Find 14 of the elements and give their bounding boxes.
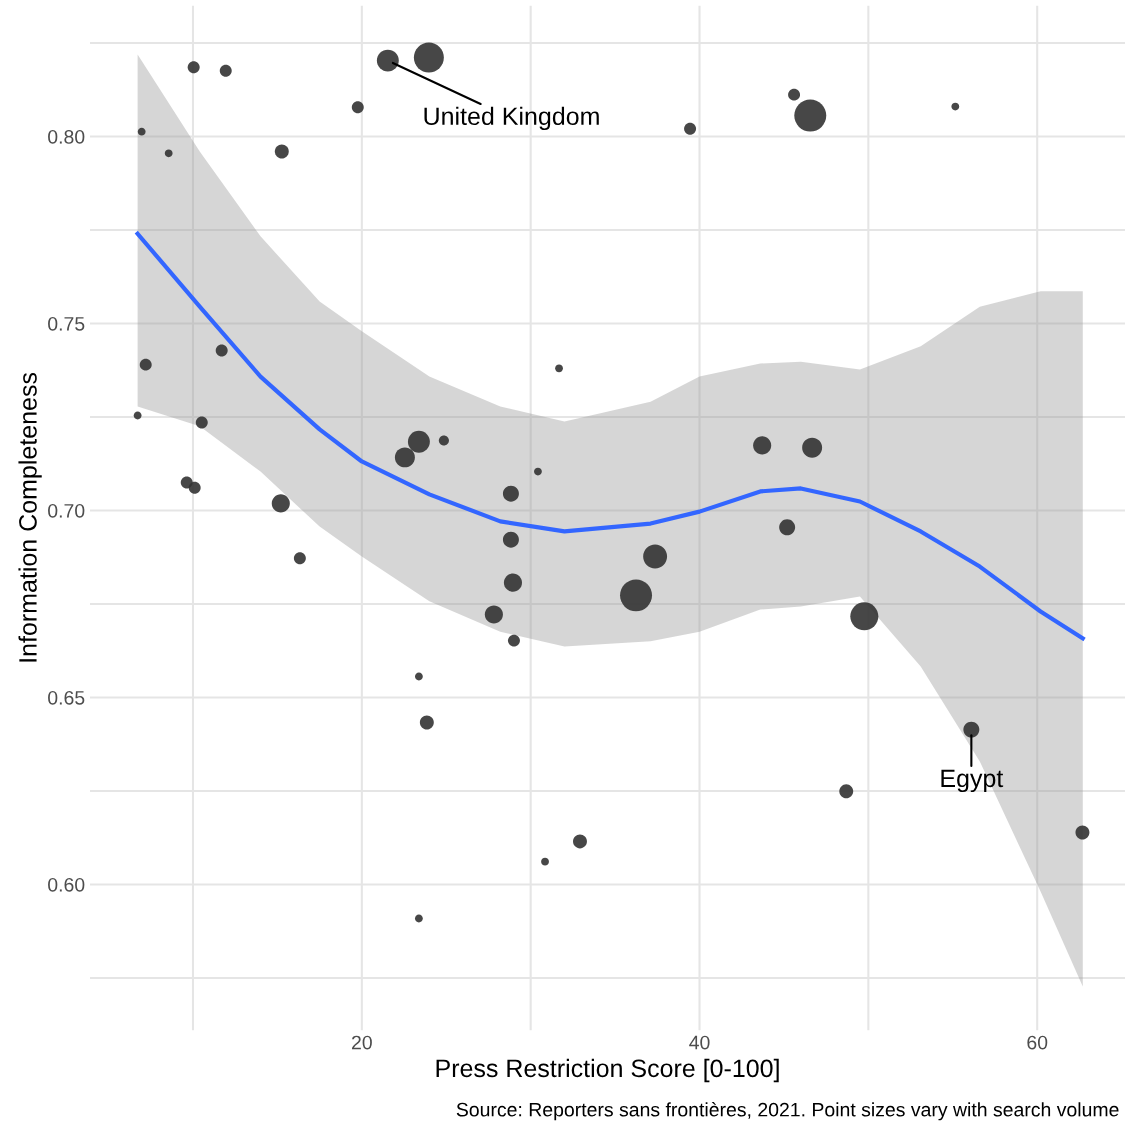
source-note: Source: Reporters sans frontières, 2021. Point sizes vary with search volume <box>456 1102 1119 1121</box>
line-series <box>135 231 1085 641</box>
y-tick-label: 0.65 <box>48 690 85 705</box>
annotation: Egypt <box>941 769 1004 793</box>
y-tick-label: 0.75 <box>48 316 85 331</box>
y-tick-label: 0.60 <box>48 877 85 892</box>
y-tick-label: 0.70 <box>48 503 85 518</box>
x-tick-label: 60 <box>1027 1035 1048 1050</box>
x-axis-title: Press Restriction Score [0-100] <box>436 1058 779 1083</box>
x-tick-label: 40 <box>689 1035 710 1050</box>
y-tick-label: 0.80 <box>48 129 85 144</box>
y-axis-title: Information Completeness <box>18 372 42 662</box>
annotation: United Kingdom <box>424 106 599 131</box>
x-tick-label: 20 <box>352 1035 372 1050</box>
